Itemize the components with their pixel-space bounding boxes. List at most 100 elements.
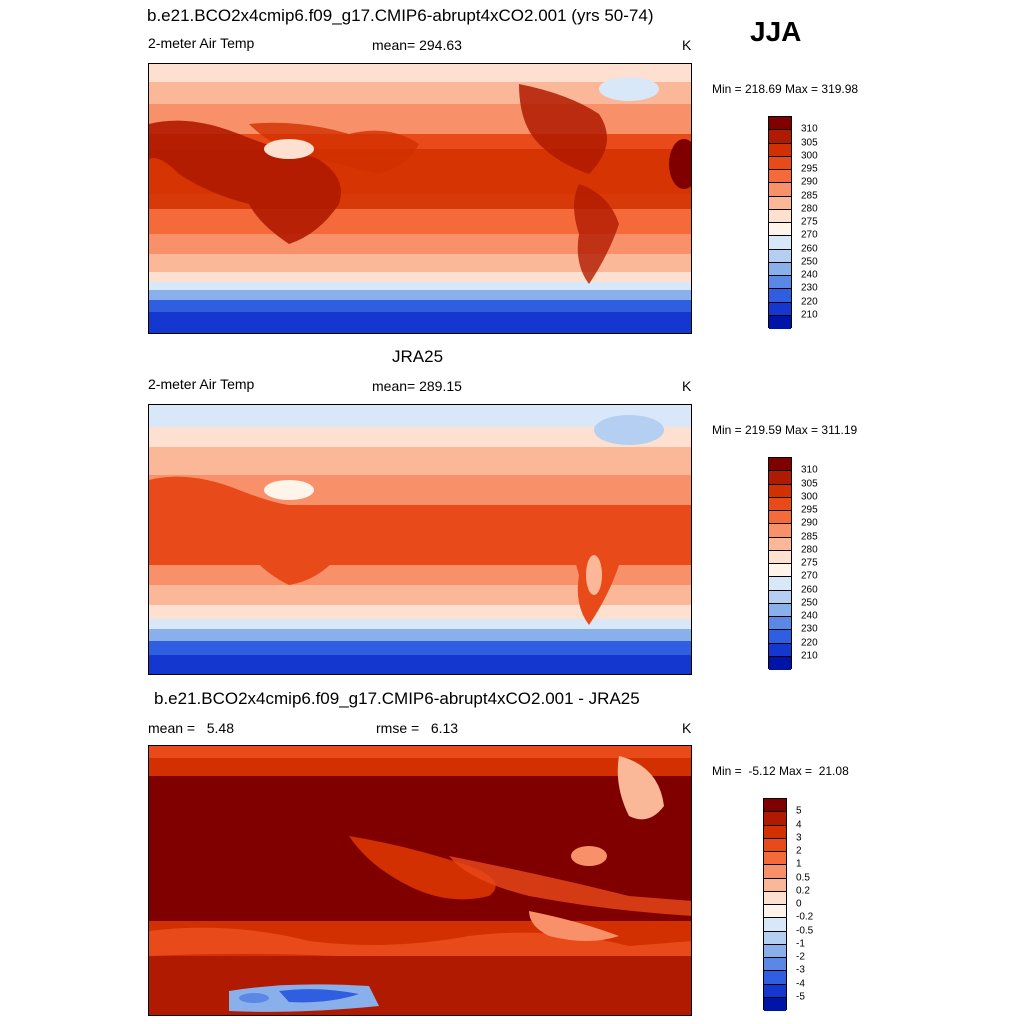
panel-3-units: K bbox=[682, 720, 692, 736]
colorbar-label: 280 bbox=[801, 544, 818, 556]
colorbar-swatch bbox=[769, 223, 791, 237]
colorbar-swatch bbox=[769, 577, 791, 591]
colorbar-label: 0 bbox=[796, 898, 802, 910]
colorbar-swatch bbox=[769, 458, 791, 472]
colorbar-swatch bbox=[769, 643, 791, 657]
colorbar-label: 260 bbox=[801, 243, 818, 254]
colorbar-label: 295 bbox=[801, 504, 818, 516]
colorbar-swatch bbox=[769, 484, 791, 498]
colorbar-swatch bbox=[764, 905, 786, 919]
colorbar-swatch bbox=[769, 511, 791, 525]
colorbar-label: 240 bbox=[801, 269, 818, 281]
colorbar-swatch bbox=[769, 196, 791, 210]
colorbar-label: 240 bbox=[801, 610, 818, 622]
colorbar-label: -3 bbox=[796, 964, 805, 976]
colorbar-label: 285 bbox=[801, 190, 818, 201]
colorbar-swatch bbox=[764, 958, 786, 972]
panel-1-variable-label: 2-meter Air Temp bbox=[148, 35, 255, 51]
colorbar-label: 280 bbox=[801, 203, 818, 215]
colorbar-swatch bbox=[769, 156, 791, 170]
colorbar-swatch bbox=[764, 984, 786, 998]
colorbar-label: 285 bbox=[801, 531, 818, 542]
panel-3-map bbox=[148, 745, 692, 1016]
colorbar-swatch bbox=[764, 944, 786, 958]
colorbar-swatch bbox=[764, 878, 786, 892]
panel-3-title: b.e21.BCO2x4cmip6.f09_g17.CMIP6-abrupt4x… bbox=[154, 689, 640, 708]
colorbar-swatch bbox=[769, 537, 791, 551]
season-label: JJA bbox=[750, 16, 802, 47]
colorbar-label: 260 bbox=[801, 584, 818, 595]
colorbar-swatch bbox=[769, 617, 791, 631]
panel-3-mean: mean = 5.48 bbox=[148, 720, 235, 736]
colorbar-swatch bbox=[769, 497, 791, 511]
colorbar-label: 300 bbox=[801, 150, 818, 162]
colorbar-swatch bbox=[764, 838, 786, 852]
colorbar-swatch bbox=[769, 302, 791, 316]
colorbar-swatch bbox=[769, 117, 791, 131]
colorbar-swatch bbox=[764, 799, 786, 813]
colorbar-label: -2 bbox=[796, 951, 805, 963]
panel-1-mean: mean= 294.63 bbox=[372, 37, 462, 53]
colorbar-label: 4 bbox=[796, 819, 802, 830]
colorbar-swatch bbox=[769, 590, 791, 604]
colorbar-label: 300 bbox=[801, 491, 818, 503]
colorbar-swatch bbox=[769, 130, 791, 144]
colorbar-label: 310 bbox=[801, 123, 818, 135]
colorbar-swatch bbox=[769, 471, 791, 485]
colorbar-swatch bbox=[769, 170, 791, 184]
panel-2-units: K bbox=[682, 378, 692, 394]
colorbar-swatch bbox=[764, 971, 786, 985]
panel-3-colorbar bbox=[763, 798, 787, 1011]
colorbar-label: 290 bbox=[801, 176, 818, 188]
colorbar-label: -0.5 bbox=[796, 925, 814, 936]
panel-1-minmax: Min = 218.69 Max = 319.98 bbox=[712, 82, 859, 96]
colorbar-label: 210 bbox=[801, 650, 818, 662]
colorbar-label: 290 bbox=[801, 517, 818, 529]
panel-2-minmax: Min = 219.59 Max = 311.19 bbox=[712, 423, 858, 437]
colorbar-label: -1 bbox=[796, 938, 805, 950]
colorbar-label: 0.5 bbox=[796, 872, 810, 883]
colorbar-swatch bbox=[769, 524, 791, 538]
colorbar-label: 270 bbox=[801, 570, 818, 582]
colorbar-label: 220 bbox=[801, 637, 818, 648]
panel-1-units: K bbox=[682, 37, 692, 53]
colorbar-label: 250 bbox=[801, 256, 818, 268]
panel-2-map bbox=[148, 404, 692, 675]
colorbar-swatch bbox=[764, 918, 786, 932]
colorbar-label: 270 bbox=[801, 229, 818, 241]
colorbar-swatch bbox=[769, 289, 791, 303]
colorbar-label: -0.2 bbox=[796, 911, 814, 923]
colorbar-swatch bbox=[764, 997, 786, 1011]
panel-1-colorbar bbox=[768, 116, 792, 329]
colorbar-label: 2 bbox=[796, 845, 802, 857]
colorbar-swatch bbox=[769, 315, 791, 329]
panel-3-rmse: rmse = 6.13 bbox=[376, 720, 459, 736]
colorbar-label: 310 bbox=[801, 464, 818, 476]
colorbar-swatch bbox=[764, 865, 786, 879]
colorbar-swatch bbox=[769, 564, 791, 578]
colorbar-label: 250 bbox=[801, 597, 818, 609]
colorbar-label: -4 bbox=[796, 978, 805, 989]
colorbar-label: 305 bbox=[801, 137, 818, 148]
colorbar-label: 230 bbox=[801, 282, 818, 294]
colorbar-swatch bbox=[764, 931, 786, 945]
colorbar-label: 230 bbox=[801, 623, 818, 635]
colorbar-label: 305 bbox=[801, 478, 818, 489]
colorbar-swatch bbox=[769, 276, 791, 290]
panel-1-map bbox=[148, 63, 692, 334]
colorbar-swatch bbox=[769, 656, 791, 670]
colorbar-label: 5 bbox=[796, 805, 802, 817]
colorbar-label: -5 bbox=[796, 991, 805, 1003]
colorbar-swatch bbox=[769, 249, 791, 263]
colorbar-swatch bbox=[769, 236, 791, 250]
colorbar-swatch bbox=[764, 852, 786, 866]
panel-1-title: b.e21.BCO2x4cmip6.f09_g17.CMIP6-abrupt4x… bbox=[147, 6, 654, 25]
colorbar-label: 210 bbox=[801, 309, 818, 321]
colorbar-swatch bbox=[769, 209, 791, 223]
colorbar-swatch bbox=[764, 825, 786, 839]
colorbar-swatch bbox=[764, 812, 786, 826]
colorbar-swatch bbox=[764, 891, 786, 905]
panel-2-variable-label: 2-meter Air Temp bbox=[148, 376, 255, 392]
panel-2-mean: mean= 289.15 bbox=[372, 378, 462, 394]
colorbar-label: 275 bbox=[801, 216, 818, 228]
